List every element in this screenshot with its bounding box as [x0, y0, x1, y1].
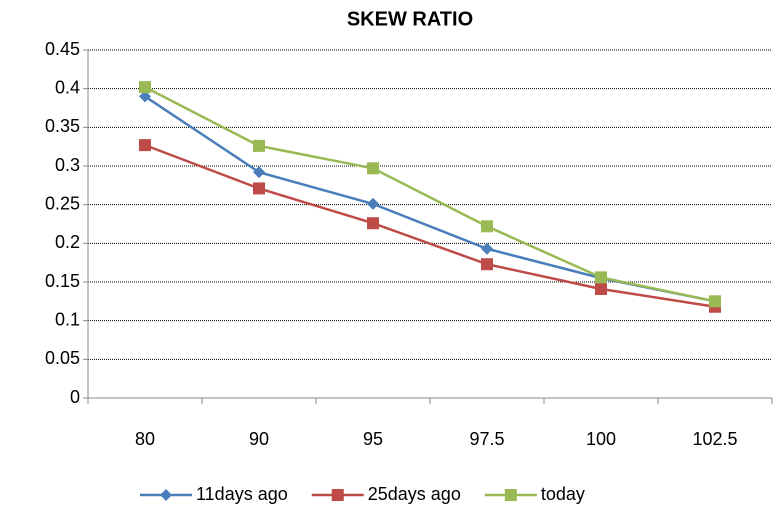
y-tick-label: 0.25: [45, 193, 80, 213]
data-point: [481, 258, 493, 271]
data-point: [139, 81, 151, 94]
x-tick-label: 95: [363, 429, 383, 449]
x-tick-label: 80: [135, 429, 155, 449]
data-point: [595, 282, 607, 295]
series-line: [144, 143, 716, 308]
x-tick-label: 90: [249, 429, 269, 449]
legend-marker: [504, 489, 517, 501]
y-tick-label: 0.2: [55, 232, 80, 252]
y-tick-label: 0.1: [55, 309, 80, 329]
y-tick-label: 0.35: [45, 116, 80, 136]
x-tick-label: 100: [586, 429, 616, 449]
legend-marker: [160, 489, 172, 501]
legend-label: 25days ago: [368, 484, 461, 504]
data-point: [481, 242, 493, 255]
y-tick-label: 0.45: [45, 39, 80, 59]
data-point: [367, 162, 379, 175]
x-tick-label: 97.5: [469, 429, 504, 449]
data-point: [709, 295, 721, 308]
x-tick-label: 102.5: [692, 429, 737, 449]
data-point: [595, 271, 607, 284]
series-line: [144, 86, 716, 303]
data-point: [139, 90, 151, 103]
legend-marker: [331, 489, 344, 501]
data-point: [367, 197, 379, 210]
y-tick-label: 0.3: [55, 155, 80, 175]
y-tick-label: 0.15: [45, 271, 80, 291]
data-point: [253, 139, 265, 152]
legend-label: today: [541, 484, 585, 504]
data-point: [367, 217, 379, 230]
y-tick-label: 0.05: [45, 348, 80, 368]
legend-label: 11days ago: [196, 484, 288, 504]
data-point: [481, 220, 493, 233]
y-tick-label: 0.4: [55, 77, 80, 97]
chart-title: SKEW RATIO: [347, 8, 473, 30]
data-point: [253, 182, 265, 195]
data-point: [139, 139, 151, 152]
data-point: [253, 166, 265, 179]
y-tick-label: 0: [70, 387, 80, 407]
